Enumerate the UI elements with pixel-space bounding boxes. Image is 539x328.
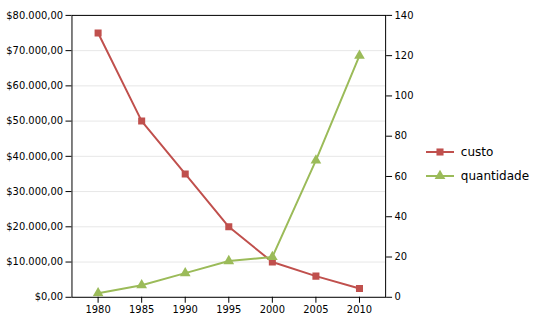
svg-text:$20.000,00: $20.000,00 (6, 221, 63, 232)
svg-text:1995: 1995 (216, 304, 241, 315)
svg-text:80: 80 (395, 131, 408, 142)
svg-text:$50.000,00: $50.000,00 (6, 115, 63, 126)
svg-text:$30.000,00: $30.000,00 (6, 186, 63, 197)
svg-text:$60.000,00: $60.000,00 (6, 80, 63, 91)
svg-text:140: 140 (395, 10, 414, 21)
svg-text:$0,00: $0,00 (35, 292, 63, 303)
svg-text:20: 20 (395, 251, 408, 262)
svg-text:2010: 2010 (347, 304, 372, 315)
svg-text:$40.000,00: $40.000,00 (6, 151, 63, 162)
svg-text:1985: 1985 (129, 304, 154, 315)
svg-text:$10.000,00: $10.000,00 (6, 256, 63, 267)
html-text:custo: custo (460, 145, 494, 159)
svg-text:1980: 1980 (85, 304, 110, 315)
svg-text:40: 40 (395, 211, 408, 222)
svg-text:1990: 1990 (173, 304, 198, 315)
svg-text:2005: 2005 (303, 304, 328, 315)
svg-text:60: 60 (395, 171, 408, 182)
svg-text:120: 120 (395, 50, 414, 61)
html-text:quantidade: quantidade (460, 169, 530, 183)
svg-text:$70.000,00: $70.000,00 (6, 45, 63, 56)
svg-text:$80.000,00: $80.000,00 (6, 10, 63, 21)
svg-text:0: 0 (395, 292, 401, 303)
svg-text:100: 100 (395, 90, 414, 101)
svg-text:2000: 2000 (260, 304, 285, 315)
